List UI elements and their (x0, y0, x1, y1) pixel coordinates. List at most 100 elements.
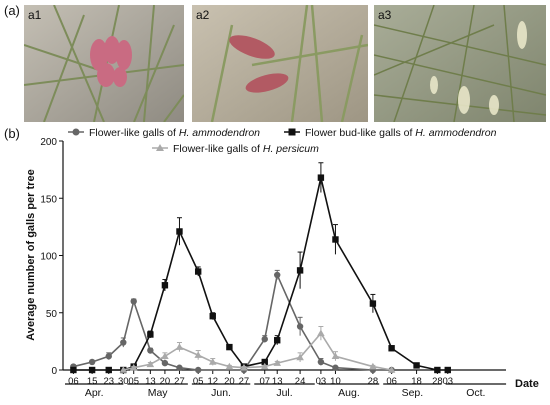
y-tick-label-0: 0 (51, 366, 57, 377)
photo-a3-image (374, 5, 546, 122)
data-point-2-5 (194, 351, 202, 358)
x-tick-label-12: 07 (259, 376, 270, 387)
x-tick-label-11: 27 (239, 376, 250, 387)
x-tick-label-20: 28 (432, 376, 443, 387)
data-point-2-9 (260, 362, 269, 370)
data-point-1-12 (261, 358, 268, 366)
x-tick-label-19: 18 (411, 376, 422, 387)
data-point-0-13 (317, 358, 325, 366)
data-point-0-12 (296, 323, 304, 330)
x-tick-label-7: 27 (174, 376, 185, 387)
month-label-5: Sep. (402, 387, 424, 399)
x-tick-label-21: 03 (442, 376, 453, 387)
y-tick-label-3: 150 (40, 194, 57, 205)
data-point-1-17 (369, 300, 377, 307)
x-tick-label-18: 06 (386, 376, 397, 387)
legend: Flower-like galls of H. ammodendron Flow… (68, 127, 497, 155)
legend-entry-1: Flower-like galls of H. ammodendron (68, 127, 260, 139)
y-tick-label-2: 100 (40, 252, 57, 263)
data-point-0-6 (161, 359, 169, 367)
data-point-0-7 (176, 364, 183, 371)
data-point-2-2 (146, 360, 155, 368)
data-point-1-19 (413, 362, 420, 369)
data-point-0-2 (105, 353, 112, 360)
panel-a-label: (a) (4, 3, 20, 18)
panel-b-label: (b) (4, 126, 20, 141)
x-axis-label: Date (515, 378, 539, 390)
data-point-2-1 (129, 363, 138, 371)
y-tick-label-4: 200 (40, 137, 57, 148)
photo-a2-tag: a2 (196, 8, 210, 22)
svg-text:Flower-like galls of H. persic: Flower-like galls of H. persicum (173, 143, 319, 155)
legend-label-1-species: H. ammodendron (179, 127, 260, 139)
data-point-1-20 (434, 366, 441, 374)
data-point-1-6 (161, 282, 169, 289)
data-point-2-11 (296, 353, 304, 361)
photo-a1: a1 (24, 5, 184, 122)
data-point-1-7 (176, 228, 183, 235)
data-point-1-0 (70, 366, 77, 374)
x-tick-label-6: 20 (160, 376, 171, 387)
x-tick-label-4: 05 (128, 376, 139, 387)
data-point-2-12 (317, 329, 325, 337)
legend-label-1-prefix: Flower-like galls of (89, 127, 179, 139)
data-point-2-7 (225, 362, 234, 370)
data-point-2-6 (208, 358, 217, 365)
svg-text:Flower-like galls of H. ammode: Flower-like galls of H. ammodendron (89, 127, 260, 139)
data-point-2-14 (369, 362, 377, 370)
photo-a1-image (24, 5, 184, 122)
data-point-1-18 (388, 345, 395, 352)
data-point-0-11 (274, 271, 281, 279)
data-point-0-5 (147, 347, 154, 354)
data-point-1-8 (194, 268, 202, 275)
x-tick-label-15: 03 (316, 376, 327, 387)
legend-entry-2: Flower bud-like galls of H. ammodendron (284, 127, 497, 139)
x-tick-label-5: 13 (145, 376, 156, 387)
data-point-2-3 (161, 352, 169, 360)
x-tick-label-16: 10 (330, 376, 341, 387)
x-tick-label-14: 24 (295, 376, 306, 387)
y-tick-label-1: 50 (46, 309, 58, 320)
data-point-1-13 (274, 337, 281, 344)
data-point-1-5 (147, 331, 154, 338)
series-line-0 (73, 272, 392, 371)
data-point-1-15 (317, 174, 325, 181)
legend-label-3-prefix: Flower-like galls of (173, 143, 263, 155)
photo-a3: a3 (374, 5, 546, 122)
x-tick-label-9: 12 (207, 376, 218, 387)
svg-text:Flower bud-like galls of H. am: Flower bud-like galls of H. ammodendron (305, 127, 497, 139)
data-point-2-10 (273, 359, 282, 366)
x-tick-label-1: 15 (87, 376, 98, 387)
month-label-3: Jul. (276, 387, 292, 399)
month-label-0: Apr. (85, 387, 104, 399)
x-tick-label-0: 06 (68, 376, 79, 387)
photo-a3-tag: a3 (378, 8, 392, 22)
legend-label-2-species: H. ammodendron (415, 127, 496, 139)
data-point-0-3 (120, 339, 127, 346)
month-label-6: Oct. (466, 387, 485, 399)
series-line-2 (123, 332, 392, 371)
data-point-1-1 (88, 366, 96, 374)
legend-label-2-prefix: Flower bud-like galls of (305, 127, 415, 139)
data-point-1-16 (332, 236, 339, 243)
x-tick-label-8: 05 (193, 376, 204, 387)
photo-a2: a2 (192, 5, 368, 122)
data-point-1-10 (226, 343, 233, 351)
data-point-1-21 (444, 366, 451, 374)
data-point-1-9 (209, 312, 216, 320)
month-label-2: Jun. (211, 387, 231, 399)
data-point-0-1 (88, 358, 96, 366)
y-axis-label: Average number of galls per tree (25, 169, 37, 340)
data-point-2-15 (387, 366, 396, 373)
data-point-1-2 (105, 366, 112, 374)
x-tick-label-2: 23 (103, 376, 114, 387)
month-label-1: May (148, 387, 169, 399)
data-point-0-8 (194, 366, 202, 374)
x-tick-label-10: 20 (224, 376, 235, 387)
photo-a1-tag: a1 (28, 8, 42, 22)
x-tick-label-17: 28 (368, 376, 379, 387)
data-point-0-4 (130, 298, 137, 305)
data-point-1-14 (296, 267, 304, 274)
data-point-2-8 (240, 363, 248, 371)
